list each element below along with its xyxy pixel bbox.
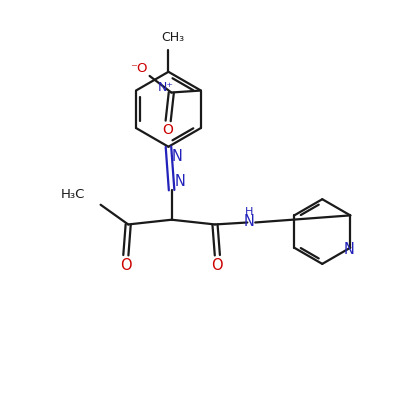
Text: CH₃: CH₃ bbox=[162, 31, 185, 44]
Text: H: H bbox=[245, 207, 254, 217]
Text: H₃C: H₃C bbox=[61, 188, 86, 201]
Text: N: N bbox=[175, 174, 186, 189]
Text: ⁻O: ⁻O bbox=[130, 62, 147, 75]
Text: O: O bbox=[120, 258, 132, 272]
Text: N: N bbox=[172, 149, 182, 164]
Text: N⁺: N⁺ bbox=[157, 81, 173, 94]
Text: N: N bbox=[244, 214, 255, 229]
Text: N: N bbox=[344, 242, 355, 257]
Text: O: O bbox=[212, 258, 223, 272]
Text: O: O bbox=[162, 122, 173, 136]
